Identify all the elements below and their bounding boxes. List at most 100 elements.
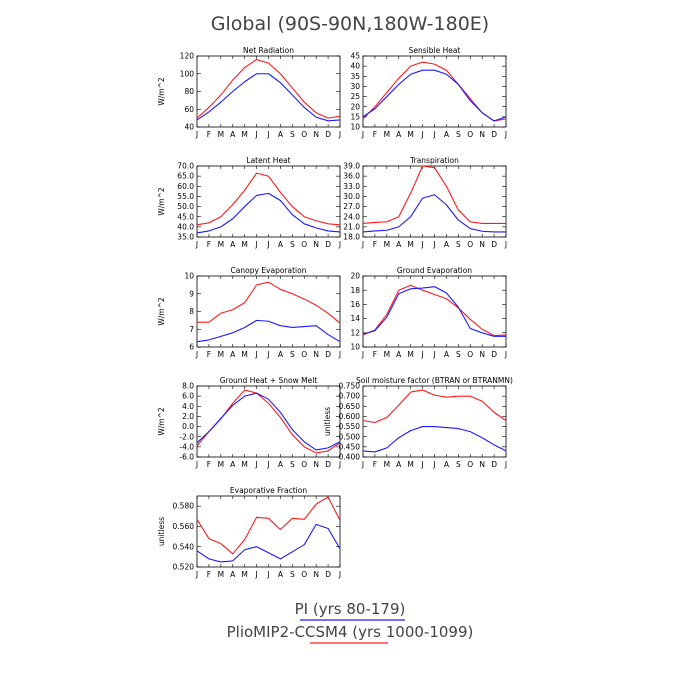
x-tick-label: S bbox=[456, 240, 461, 249]
series-line bbox=[196, 523, 341, 563]
y-tick-label: 0.600 bbox=[339, 412, 361, 421]
y-tick-label: 6 bbox=[189, 343, 194, 352]
x-tick-label: A bbox=[444, 130, 450, 139]
x-tick-label: J bbox=[254, 240, 257, 249]
y-tick-label: 0.750 bbox=[339, 382, 361, 391]
x-tick-label: M bbox=[384, 460, 390, 469]
y-tick-label: -2.0 bbox=[179, 432, 194, 441]
x-tick-label: M bbox=[241, 240, 247, 249]
y-tick-label: 45.0 bbox=[177, 212, 194, 221]
x-tick-label: J bbox=[254, 130, 257, 139]
x-tick-label: J bbox=[420, 460, 423, 469]
x-tick-label: J bbox=[420, 350, 423, 359]
x-tick-label: J bbox=[195, 240, 198, 249]
x-tick-label: F bbox=[207, 240, 211, 249]
legend-label-pliomip2: PlioMIP2-CCSM4 (yrs 1000-1099) bbox=[227, 623, 474, 641]
x-tick-label: D bbox=[325, 350, 331, 359]
y-tick-label: 0.540 bbox=[173, 542, 195, 551]
y-axis-label: W/m^2 bbox=[157, 77, 166, 106]
x-tick-label: O bbox=[467, 350, 473, 359]
x-tick-label: J bbox=[361, 130, 364, 139]
panel-title: Latent Heat bbox=[246, 156, 290, 165]
x-tick-label: N bbox=[313, 130, 319, 139]
x-tick-label: O bbox=[301, 350, 307, 359]
y-tick-label: 100 bbox=[180, 69, 195, 78]
panel-title: Transpiration bbox=[409, 156, 459, 165]
x-tick-label: S bbox=[290, 570, 295, 579]
y-tick-label: 0.520 bbox=[173, 563, 195, 572]
x-tick-label: J bbox=[266, 570, 269, 579]
figure-title: Global (90S-90N,180W-180E) bbox=[211, 13, 489, 35]
x-tick-label: J bbox=[432, 240, 435, 249]
x-tick-label: D bbox=[491, 460, 497, 469]
x-tick-label: A bbox=[278, 240, 284, 249]
x-tick-label: M bbox=[241, 350, 247, 359]
y-tick-label: 30 bbox=[350, 82, 360, 91]
series-line bbox=[362, 426, 507, 453]
x-tick-label: F bbox=[207, 570, 211, 579]
x-tick-label: A bbox=[230, 460, 236, 469]
x-tick-label: M bbox=[407, 240, 413, 249]
y-tick-label: 0.700 bbox=[339, 392, 361, 401]
y-axis-label: unitless bbox=[157, 517, 166, 546]
x-tick-label: F bbox=[373, 460, 377, 469]
x-tick-label: N bbox=[313, 350, 319, 359]
x-tick-label: D bbox=[325, 130, 331, 139]
y-tick-label: 25 bbox=[350, 92, 360, 101]
x-tick-label: F bbox=[207, 460, 211, 469]
series-line bbox=[196, 319, 341, 343]
series-line bbox=[362, 69, 507, 122]
plot-frame bbox=[196, 55, 341, 128]
x-tick-label: S bbox=[456, 350, 461, 359]
series-line bbox=[196, 58, 341, 119]
y-tick-label: 21.0 bbox=[343, 222, 360, 231]
x-tick-label: F bbox=[373, 240, 377, 249]
y-tick-label: 33.0 bbox=[343, 182, 360, 191]
panel-title: Net Radiation bbox=[243, 46, 294, 55]
y-tick-label: 65.0 bbox=[177, 172, 194, 181]
x-tick-label: N bbox=[313, 570, 319, 579]
plot-frame bbox=[196, 275, 341, 348]
x-tick-label: N bbox=[479, 460, 485, 469]
x-tick-label: J bbox=[266, 240, 269, 249]
y-tick-label: 12 bbox=[350, 328, 360, 337]
x-tick-label: A bbox=[396, 130, 402, 139]
y-axis-label: W/m^2 bbox=[157, 407, 166, 436]
x-tick-label: J bbox=[420, 240, 423, 249]
x-tick-label: J bbox=[254, 350, 257, 359]
x-tick-label: D bbox=[491, 350, 497, 359]
x-tick-label: S bbox=[456, 460, 461, 469]
x-tick-label: O bbox=[467, 240, 473, 249]
panel-title: Ground Evaporation bbox=[397, 266, 472, 275]
y-tick-label: 30.0 bbox=[343, 192, 360, 201]
y-tick-label: 10 bbox=[350, 123, 360, 132]
x-tick-label: O bbox=[301, 460, 307, 469]
x-tick-label: A bbox=[230, 350, 236, 359]
y-tick-label: 55.0 bbox=[177, 192, 194, 201]
x-tick-label: J bbox=[195, 130, 198, 139]
panel-title: Evaporative Fraction bbox=[230, 486, 307, 495]
y-tick-label: 0.580 bbox=[173, 502, 195, 511]
series-line bbox=[362, 389, 507, 424]
y-tick-label: 120 bbox=[180, 52, 195, 61]
x-tick-label: O bbox=[301, 130, 307, 139]
y-tick-label: 27.0 bbox=[343, 202, 360, 211]
y-tick-label: 24.0 bbox=[343, 212, 360, 221]
y-tick-label: 60.0 bbox=[177, 182, 194, 191]
y-tick-label: 7 bbox=[189, 325, 194, 334]
y-tick-label: 2.0 bbox=[182, 412, 194, 421]
x-tick-label: J bbox=[361, 350, 364, 359]
x-tick-label: A bbox=[230, 130, 236, 139]
x-tick-label: N bbox=[479, 350, 485, 359]
plot-frame bbox=[362, 55, 507, 128]
x-tick-label: M bbox=[384, 130, 390, 139]
x-tick-label: F bbox=[373, 350, 377, 359]
x-tick-label: O bbox=[467, 460, 473, 469]
x-tick-label: D bbox=[325, 240, 331, 249]
y-tick-label: 4.0 bbox=[182, 402, 194, 411]
